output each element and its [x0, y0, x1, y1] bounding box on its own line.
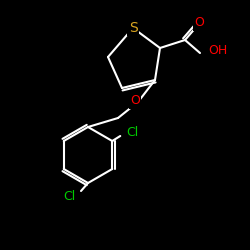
Text: Cl: Cl	[64, 190, 76, 203]
Text: O: O	[194, 16, 204, 30]
Text: OH: OH	[208, 44, 227, 58]
Text: O: O	[130, 94, 140, 108]
Text: Cl: Cl	[126, 126, 138, 140]
Text: S: S	[128, 21, 138, 35]
